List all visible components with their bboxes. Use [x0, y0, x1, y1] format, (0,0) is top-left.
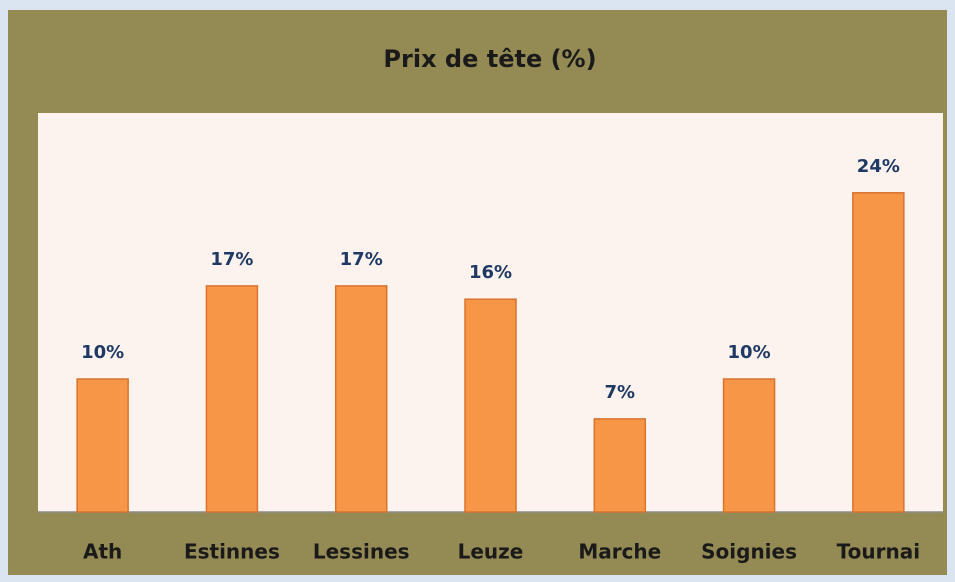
x-tick-label: Ath: [83, 540, 122, 564]
bar: [334, 285, 388, 513]
data-label: 10%: [81, 342, 124, 363]
x-tick-label: Soignies: [701, 540, 797, 564]
data-label: 24%: [857, 156, 900, 177]
x-tick-label: Lessines: [313, 540, 410, 564]
x-tick-label: Leuze: [458, 540, 524, 564]
x-tick-label: Marche: [578, 540, 661, 564]
bar: [852, 192, 905, 513]
bar: [722, 378, 776, 513]
bar: [76, 378, 129, 513]
data-label: 17%: [210, 249, 253, 270]
data-label: 16%: [469, 262, 512, 283]
data-label: 17%: [340, 249, 383, 270]
bar: [205, 285, 259, 513]
bar: [464, 298, 517, 513]
data-label: 7%: [605, 382, 636, 403]
data-label: 10%: [728, 342, 771, 363]
chart-title: Prix de tête (%): [383, 45, 596, 73]
x-tick-label: Estinnes: [184, 540, 280, 564]
bar: [593, 418, 647, 513]
x-tick-label: Tournai: [837, 540, 920, 564]
